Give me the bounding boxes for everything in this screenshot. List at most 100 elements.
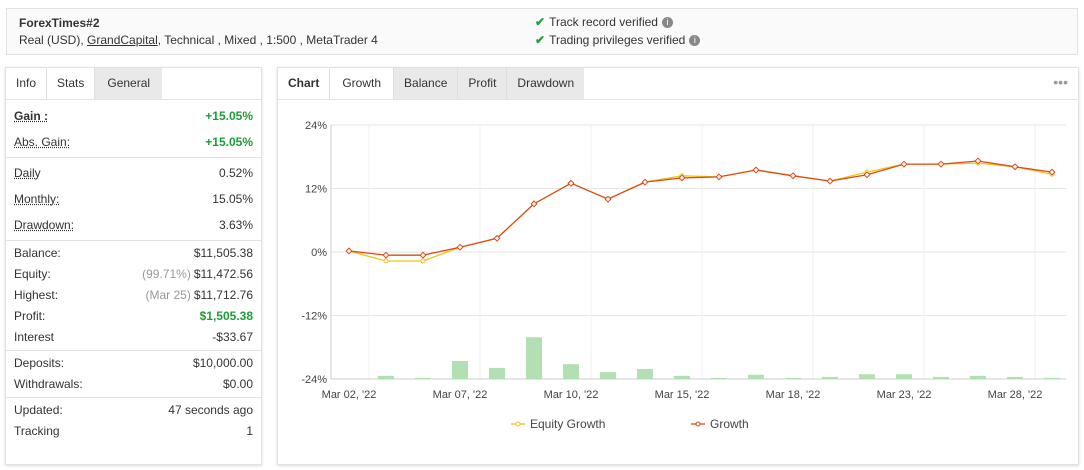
stat-value-wrap: 3.63% — [219, 212, 253, 238]
bar — [859, 374, 875, 379]
stat-label: Daily — [14, 166, 41, 180]
stat-value: 47 seconds ago — [168, 403, 253, 417]
point — [530, 200, 538, 208]
stat-value: $11,712.76 — [193, 288, 253, 302]
point — [456, 243, 464, 251]
point — [1011, 163, 1019, 171]
point — [345, 247, 353, 255]
tab[interactable]: Chart — [278, 68, 330, 99]
stat-label: Balance: — [14, 246, 61, 260]
bar — [822, 376, 838, 379]
verified: ✔ Trading privileges verified i — [535, 33, 701, 47]
stat-label: Interest — [14, 330, 55, 344]
stat-row: Highest: (Mar 25) $11,712.76 — [6, 285, 261, 306]
point — [493, 234, 501, 242]
stat-row: Interest -$33.67 — [6, 327, 261, 348]
stat-row: Drawdown: 3.63% — [6, 212, 261, 238]
stat-label: Withdrawals: — [14, 377, 83, 391]
stat-value-wrap: $11,505.38 — [194, 243, 253, 264]
stats-panel: Info Stats General Gain : +15.05% Abs. Gai… — [5, 67, 262, 465]
chart-panel: Chart Growth Balance Profit Drawdown •••… — [277, 67, 1079, 465]
stat-label: Gain : — [14, 109, 49, 123]
x-tick-label: Mar 15, '22 — [655, 389, 710, 401]
chart: 24% 12% 0% -12% -24% Mar 02, '22 Mar 07, '22 Ma… — [301, 120, 1066, 431]
series-line — [348, 160, 1053, 256]
y-tick-label: 12% — [305, 184, 327, 196]
stat-row: Abs. Gain: +15.05% — [6, 129, 261, 155]
stat-value-wrap: +15.05% — [205, 103, 253, 129]
stat-label: Tracking — [14, 424, 60, 438]
bar — [748, 374, 764, 379]
stat-note: (Mar 25) — [145, 288, 191, 302]
bar — [1007, 376, 1023, 379]
stats: Gain : +15.05% Abs. Gain: +15.05% Daily 0.52%… — [6, 101, 261, 444]
stat-value-wrap: $1,505.38 — [200, 306, 253, 327]
menu-icon[interactable]: ••• — [1053, 74, 1068, 90]
stat-label: Deposits: — [14, 356, 65, 370]
broker-link[interactable]: GrandCapital — [87, 33, 158, 47]
point — [567, 179, 575, 187]
tab-bar: Info Stats General — [6, 68, 261, 100]
account-header: ForexTimes#2 Real (USD), GrandCapital, T… — [6, 8, 1078, 55]
point — [604, 195, 612, 203]
bar — [785, 377, 801, 379]
tab[interactable]: Stats — [46, 68, 95, 99]
point — [641, 178, 649, 186]
stat-group: Updated: 47 seconds ago Tracking 1 — [6, 398, 261, 444]
tab[interactable]: Balance — [393, 68, 458, 99]
stat-label: Abs. Gain: — [14, 135, 71, 149]
stat-group: Gain : +15.05% Abs. Gain: +15.05% — [6, 101, 261, 158]
bar — [637, 368, 653, 379]
x-tick-label: Mar 18, '22 — [766, 389, 821, 401]
x-tick-label: Mar 10, '22 — [544, 389, 599, 401]
stat-value: -$33.67 — [212, 330, 253, 344]
x-tick-label: Mar 28, '22 — [988, 389, 1043, 401]
tab[interactable]: Profit — [457, 68, 507, 99]
stat-value: $1,505.38 — [199, 309, 253, 323]
tab[interactable]: Info — [6, 68, 47, 99]
stat-value: 3.63% — [218, 218, 253, 232]
x-tick-label: Mar 23, '22 — [877, 389, 932, 401]
stat-row: Withdrawals: $0.00 — [6, 374, 261, 395]
bar — [970, 375, 986, 379]
stat-value: $11,505.38 — [193, 246, 253, 260]
point — [900, 160, 908, 168]
point — [383, 258, 389, 264]
account-details: Real (USD), GrandCapital, Technical , Mi… — [19, 33, 378, 47]
details: , Technical , Mixed , 1:500 , MetaTrader… — [157, 33, 378, 47]
stat-row: Daily 0.52% — [6, 160, 261, 186]
tab[interactable]: Growth — [329, 68, 394, 99]
stat-value-wrap: $10,000.00 — [193, 353, 253, 374]
point — [826, 177, 834, 185]
legend-marker — [515, 421, 521, 427]
stat-group: Balance: $11,505.38 Equity: (99.71%) $11,472… — [6, 241, 261, 351]
legend-label: Equity Growth — [530, 417, 605, 431]
stat-value-wrap: 15.05% — [212, 186, 253, 212]
x-tick-label: Mar 02, '22 — [322, 389, 377, 401]
stat-label: Equity: — [14, 267, 51, 281]
stat-value: 1 — [246, 424, 253, 438]
bar — [452, 361, 468, 379]
stat-note: (99.71%) — [142, 267, 191, 281]
tab[interactable]: General — [94, 68, 163, 99]
tab[interactable]: Drawdown — [506, 68, 585, 99]
stat-label: Monthly: — [14, 192, 60, 206]
stat-value: $11,472.56 — [193, 267, 253, 281]
stat-row: Monthly: 15.05% — [6, 186, 261, 212]
x-tick-label: Mar 07, '22 — [433, 389, 488, 401]
bar — [563, 364, 579, 379]
bar — [378, 375, 394, 379]
stat-group: Daily 0.52% Monthly: 15.05% Drawdown: 3.63% — [6, 158, 261, 241]
stat-value-wrap: (Mar 25) $11,712.76 — [145, 285, 253, 306]
stat-row: Updated: 47 seconds ago — [6, 400, 261, 421]
stat-value-wrap: -$33.67 — [212, 327, 253, 348]
stat-label: Drawdown: — [14, 218, 75, 232]
point — [382, 251, 390, 259]
bar — [1044, 377, 1060, 379]
bar — [674, 375, 690, 379]
stat-value-wrap: $0.00 — [223, 374, 253, 395]
legend-label: Growth — [710, 417, 749, 431]
stat-value: 0.52% — [218, 166, 253, 180]
verified-text: Trading privileges verified — [549, 33, 686, 47]
